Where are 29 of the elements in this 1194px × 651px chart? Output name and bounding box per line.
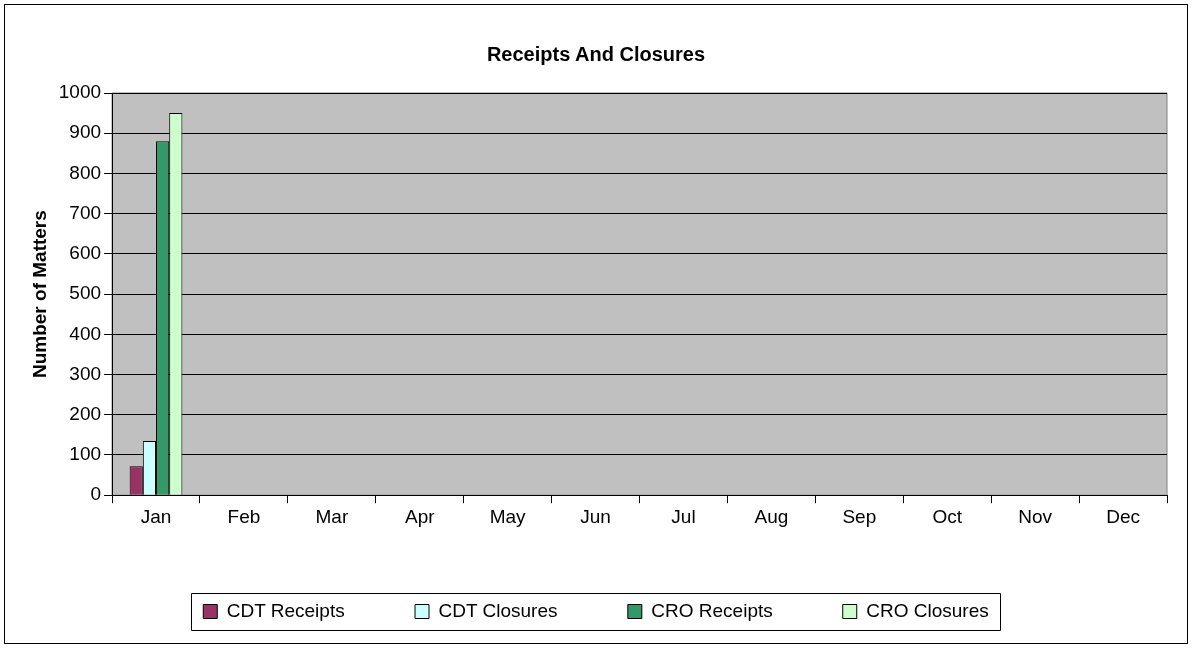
y-tick-label: 600 xyxy=(69,242,102,264)
x-tick-label: Jul xyxy=(671,505,696,527)
y-tick-label: 100 xyxy=(69,443,102,465)
y-tick-label: 800 xyxy=(69,161,102,183)
legend-label: CDT Receipts xyxy=(226,599,345,621)
x-tick-label: May xyxy=(489,505,527,527)
x-tick-label: Oct xyxy=(932,505,963,527)
chart-title: Receipts And Closures xyxy=(486,42,706,65)
y-tick-label: 1000 xyxy=(58,81,102,103)
y-tick-label: 900 xyxy=(69,121,102,143)
legend-label: CDT Closures xyxy=(438,599,558,621)
x-tick-label: Sep xyxy=(842,505,877,527)
y-tick-label: 0 xyxy=(90,483,102,505)
y-tick-label: 300 xyxy=(69,362,102,384)
x-tick-label: Apr xyxy=(404,505,436,527)
y-tick-label: 200 xyxy=(69,402,102,424)
y-tick-label: 500 xyxy=(69,282,102,304)
x-tick-label: Jan xyxy=(140,505,172,527)
y-axis-title: Number of Matters xyxy=(28,210,50,379)
y-tick-label: 400 xyxy=(69,322,102,344)
x-tick-label: Feb xyxy=(227,505,261,527)
x-tick-label: Mar xyxy=(315,505,349,527)
x-tick-label: Nov xyxy=(1018,505,1053,527)
legend-label: CRO Receipts xyxy=(651,599,773,621)
x-tick-label: Dec xyxy=(1106,505,1140,527)
y-tick-label: 700 xyxy=(69,201,102,223)
x-tick-label: Aug xyxy=(754,505,789,527)
x-tick-label: Jun xyxy=(580,505,611,527)
legend-label: CRO Closures xyxy=(866,599,989,621)
